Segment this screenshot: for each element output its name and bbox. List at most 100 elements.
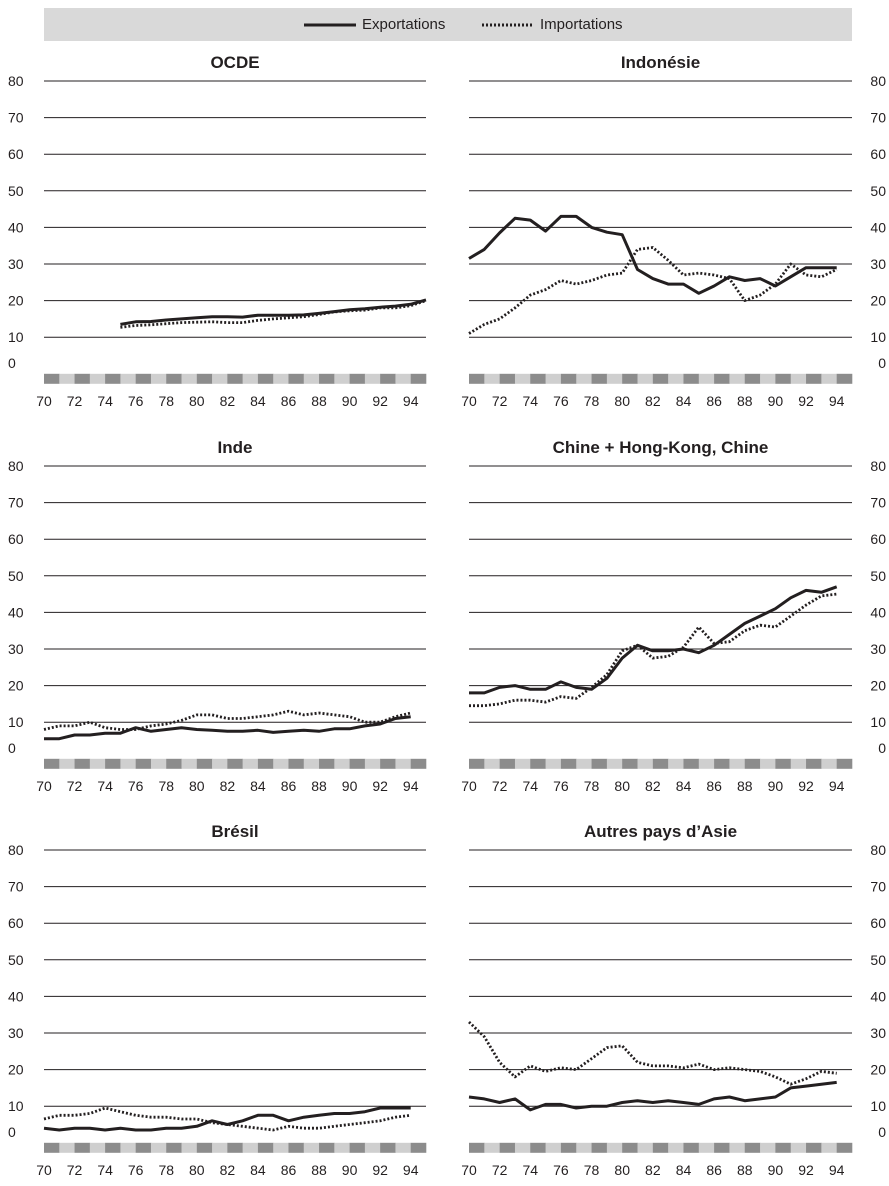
x-tick-label: 78 [584,393,600,409]
axis-band-cell [120,758,136,769]
y-tick-label: 0 [8,740,16,756]
axis-band-cell [74,758,91,769]
axis-band-cell [576,373,592,384]
axis-band-cell [74,373,91,384]
y-tick-label: 70 [870,110,886,126]
chart-title: Inde [218,438,253,457]
x-tick-label: 78 [584,778,600,794]
axis-band-cell [227,1142,243,1153]
x-tick-label: 74 [97,778,113,794]
axis-band-cell [545,758,562,769]
x-tick-label: 70 [461,778,477,794]
x-tick-label: 88 [311,778,327,794]
axis-band-cell [591,1142,608,1153]
y-tick-label: 60 [870,915,886,931]
axis-band-cell [150,1142,167,1153]
axis-band-cell [469,758,485,769]
chart-title: Indonésie [621,53,700,72]
axis-band-cell [196,1142,213,1153]
axis-band-cell [760,373,776,384]
axis-band-cell [59,373,75,384]
y-tick-label: 80 [8,842,24,858]
x-tick-label: 86 [281,1162,297,1178]
x-tick-label: 92 [372,1162,388,1178]
y-tick-label: 70 [8,495,24,511]
axis-band-cell [166,1142,182,1153]
x-tick-label: 76 [128,393,144,409]
axis-band-cell [410,1142,427,1153]
axis-band-cell [334,373,350,384]
axis-band-cell [514,758,531,769]
x-tick-label: 80 [614,1162,630,1178]
axis-band-cell [698,1142,715,1153]
axis-band-cell [334,1142,350,1153]
axis-band-cell [227,373,243,384]
axis-band-cell [44,373,60,384]
axis-band-cell [89,758,106,769]
axis-band-cell [775,373,792,384]
x-tick-label: 82 [220,393,236,409]
axis-band-cell [166,373,182,384]
x-tick-label: 94 [403,1162,419,1178]
series-line-exportations [469,585,838,695]
axis-band-cell [469,1142,485,1153]
x-tick-label: 70 [36,1162,52,1178]
axis-band-cell [576,1142,592,1153]
axis-band-cell [303,758,320,769]
x-tick-label: 92 [798,1162,814,1178]
chart-panel-5: Brésil 0 10 20 30 40 50 60 70 80 70 72 74 76 78 80 82 84 8… [8,822,427,1178]
chart-panel-3: Inde 0 10 20 30 40 50 60 70 80 70 72 74 76 78 80 82 84 86 8… [8,438,427,794]
legend-item-exports: Exportations [304,8,445,41]
axis-band-cell [288,758,305,769]
y-tick-label: 10 [8,714,24,730]
axis-band-cell [591,373,608,384]
axis-band-cell [303,1142,320,1153]
axis-band-cell [273,758,289,769]
x-tick-label: 86 [281,778,297,794]
axis-band-cell [273,373,289,384]
y-tick-label: 0 [878,740,886,756]
axis-band-cell [560,1142,577,1153]
axis-band-cell [622,373,638,384]
axis-band-cell [410,373,427,384]
chart-title: Brésil [211,822,258,841]
axis-band-cell [637,758,654,769]
axis-band-cell [395,1142,412,1153]
axis-band-cell [606,373,623,384]
axis-band-cell [288,1142,305,1153]
axis-band-cell [410,758,427,769]
axis-band-cell [303,373,320,384]
y-tick-label: 50 [8,952,24,968]
axis-band-cell [484,1142,500,1153]
axis-band-cell [821,373,837,384]
axis-band-cell [105,373,121,384]
x-tick-label: 84 [676,393,692,409]
x-tick-label: 82 [220,1162,236,1178]
y-tick-label: 30 [8,256,24,272]
x-tick-label: 80 [614,393,630,409]
axis-band-cell [606,758,623,769]
x-tick-label: 84 [676,778,692,794]
chart-title: Chine + Hong-Kong, Chine [553,438,769,457]
x-tick-label: 84 [250,1162,266,1178]
y-tick-label: 10 [870,714,886,730]
axis-band-cell [652,1142,669,1153]
axis-band-cell [652,758,669,769]
x-tick-label: 80 [189,1162,205,1178]
axis-band-cell [729,758,746,769]
y-tick-label: 50 [8,183,24,199]
x-tick-label: 92 [798,778,814,794]
axis-band-cell [683,758,700,769]
x-tick-label: 80 [189,778,205,794]
axis-band-cell [105,1142,121,1153]
x-tick-label: 76 [553,1162,569,1178]
x-tick-label: 88 [311,393,327,409]
y-tick-label: 80 [870,73,886,89]
y-tick-label: 20 [870,1062,886,1078]
x-tick-label: 84 [676,1162,692,1178]
x-tick-label: 94 [403,393,419,409]
axis-band-cell [499,1142,516,1153]
x-tick-label: 70 [461,1162,477,1178]
x-tick-label: 82 [220,778,236,794]
